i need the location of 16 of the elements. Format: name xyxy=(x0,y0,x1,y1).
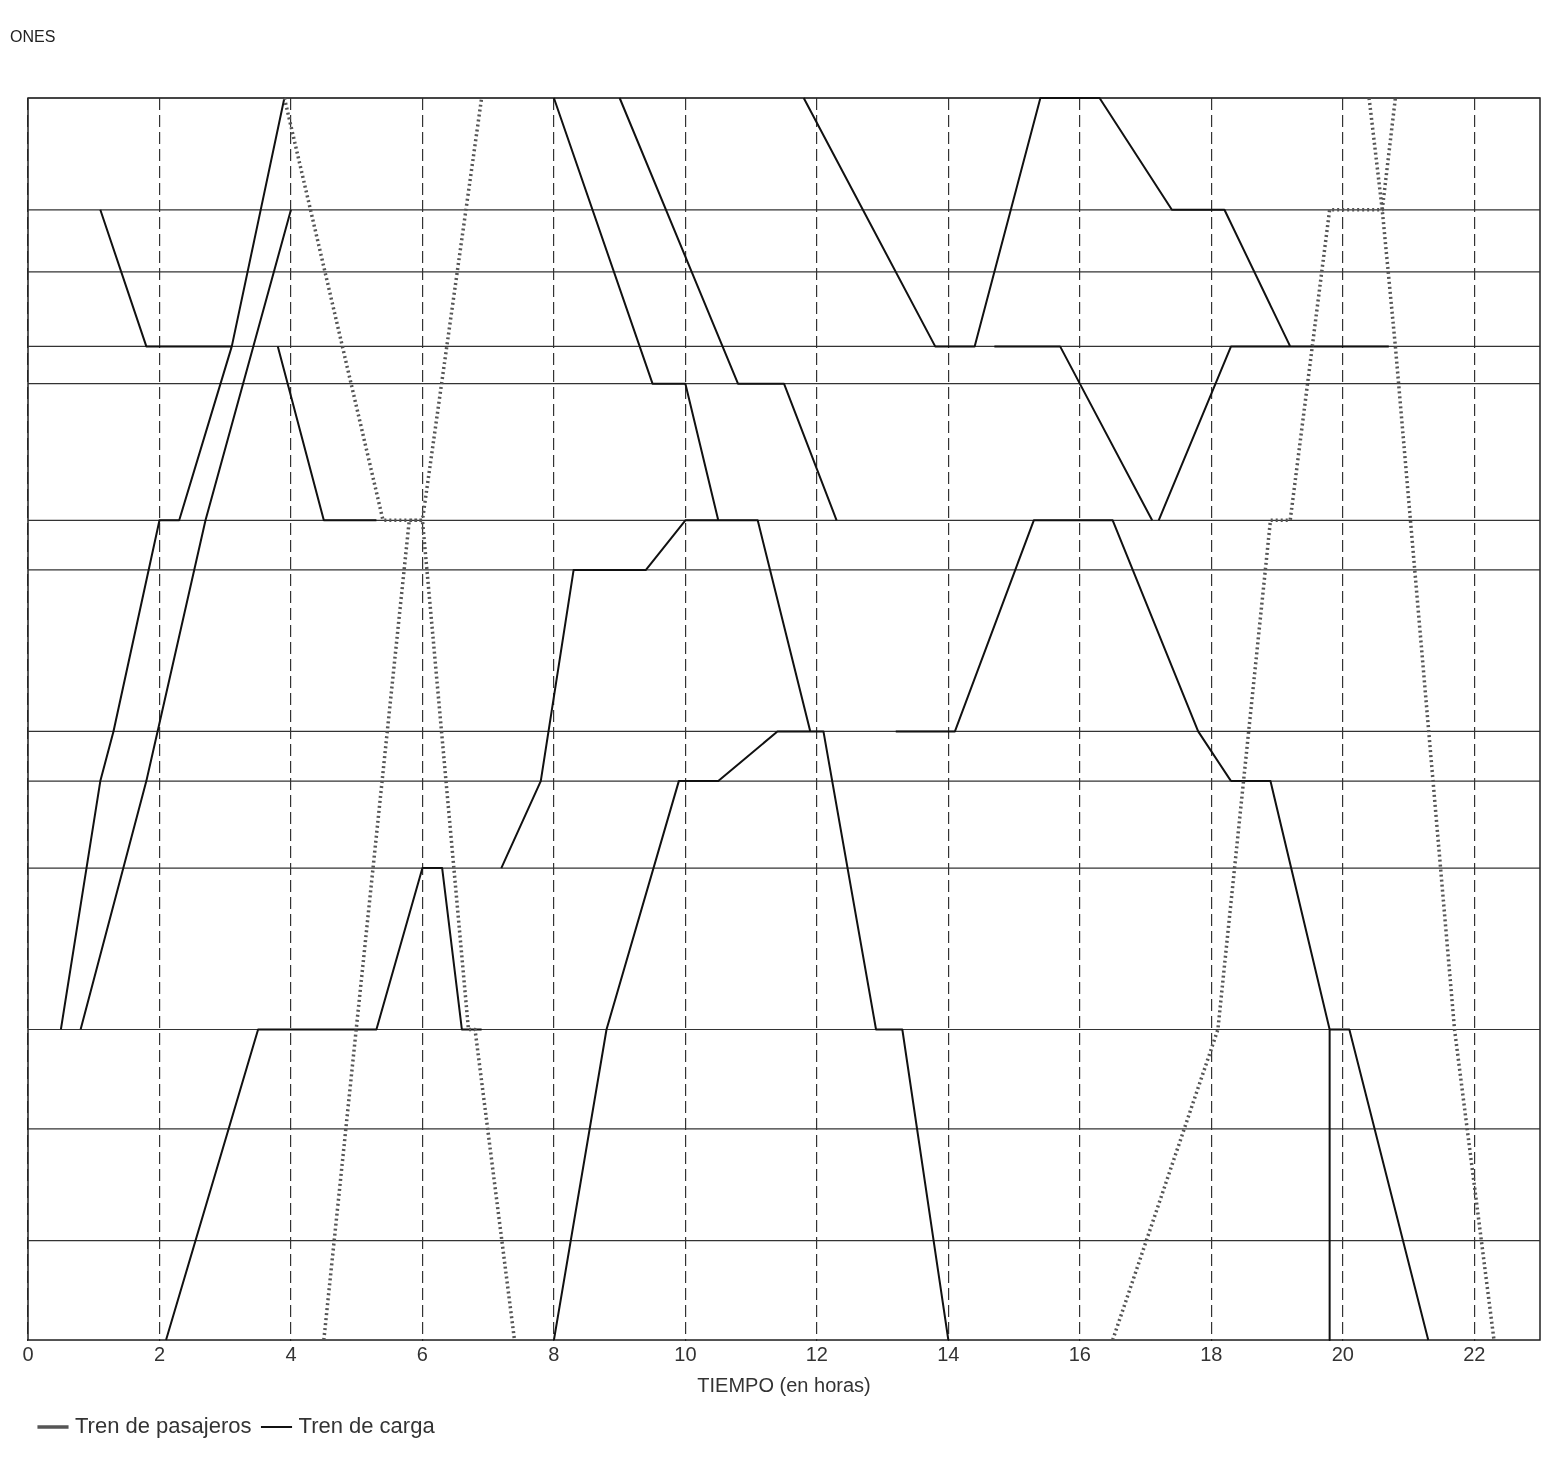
y-axis-title: ONES xyxy=(10,28,56,46)
x-tick-label: 16 xyxy=(1068,1342,1091,1365)
x-tick-label: 18 xyxy=(1200,1342,1223,1365)
legend-label: Tren de carga xyxy=(298,1413,436,1439)
x-tick-label: 6 xyxy=(416,1342,428,1365)
x-tick-label: 20 xyxy=(1331,1342,1354,1365)
x-tick-label: 10 xyxy=(674,1342,697,1365)
x-axis-title: TIEMPO (en horas) xyxy=(697,1373,871,1396)
x-tick-label: 8 xyxy=(548,1342,560,1365)
x-tick-label: 14 xyxy=(937,1342,960,1365)
x-tick-label: 4 xyxy=(285,1342,297,1365)
x-tick-label: 22 xyxy=(1463,1342,1486,1365)
x-tick-label: 2 xyxy=(153,1342,166,1365)
x-tick-label: 12 xyxy=(805,1342,828,1365)
legend-label: Tren de pasajeros xyxy=(75,1413,252,1439)
x-tick-label: 0 xyxy=(22,1342,34,1365)
